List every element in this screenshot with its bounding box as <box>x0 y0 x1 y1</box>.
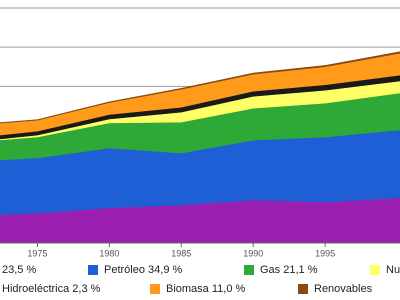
legend-label: Gas 21,1 % <box>260 264 318 276</box>
legend-swatch <box>244 265 254 275</box>
x-tick-label: 1985 <box>171 248 191 258</box>
x-tick-label: 1975 <box>27 248 47 258</box>
legend-label: Nu <box>386 264 400 276</box>
legend-label: Renovables <box>314 283 373 295</box>
legend-label: Petróleo 34,9 % <box>104 264 182 276</box>
legend-label: Biomasa 11,0 % <box>166 283 246 295</box>
legend-swatch <box>298 284 308 294</box>
x-tick-label: 1995 <box>315 248 335 258</box>
x-tick-label: 1990 <box>243 248 263 258</box>
x-tick-label: 1980 <box>99 248 119 258</box>
legend-swatch <box>88 265 98 275</box>
legend-label: 23,5 % <box>2 264 36 276</box>
legend-swatch <box>150 284 160 294</box>
legend-label: Hidroeléctrica 2,3 % <box>2 283 101 295</box>
area <box>0 51 400 124</box>
legend-swatch <box>370 265 380 275</box>
